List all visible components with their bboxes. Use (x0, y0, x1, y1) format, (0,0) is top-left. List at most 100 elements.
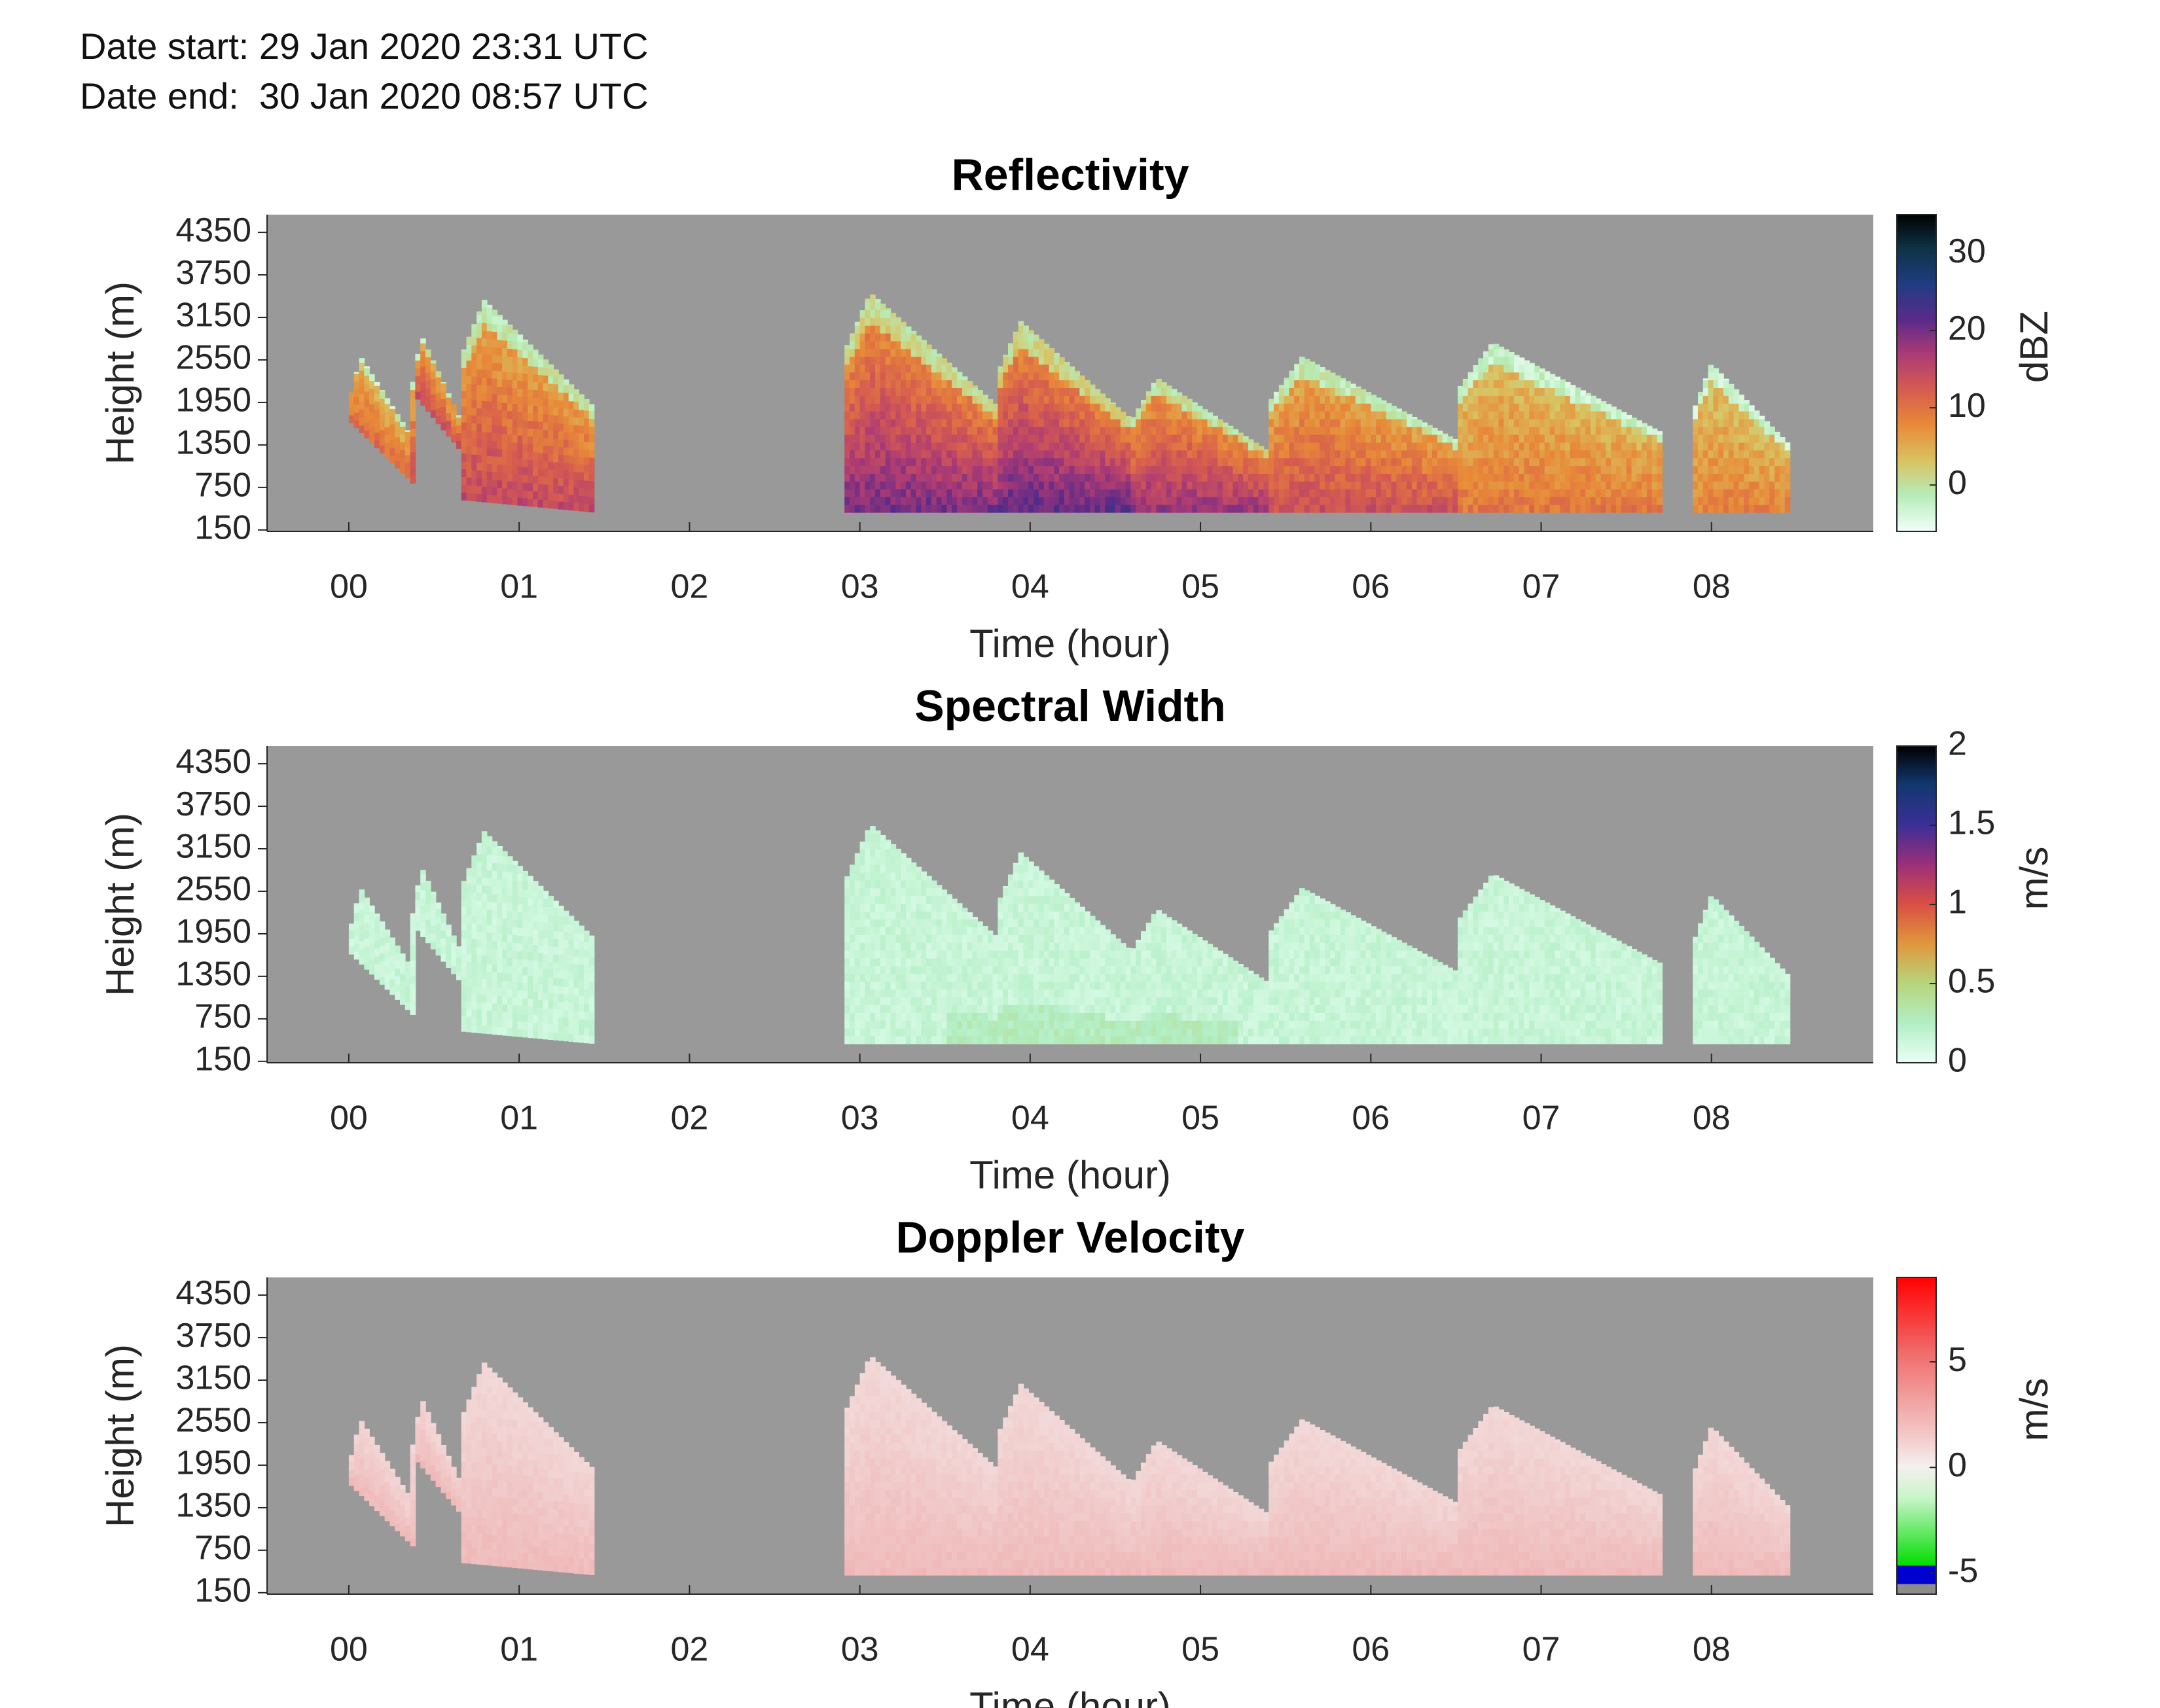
heatmap-cell (1539, 380, 1545, 388)
heatmap-cell (1626, 504, 1632, 513)
heatmap-cell (405, 993, 411, 1003)
heatmap-cell (1181, 465, 1188, 474)
heatmap-cell (1509, 457, 1515, 467)
heatmap-cell (497, 855, 503, 864)
heatmap-cell (456, 415, 462, 418)
heatmap-cell (1043, 356, 1050, 365)
heatmap-cell (466, 1023, 473, 1033)
heatmap-cell (543, 992, 549, 1001)
heatmap-cell (1089, 504, 1096, 513)
heatmap-cell (1718, 403, 1724, 412)
heatmap-cell (533, 983, 539, 992)
heatmap-cell (977, 465, 983, 474)
heatmap-cell (1575, 410, 1581, 419)
heatmap-cell (844, 934, 850, 943)
heatmap-cell (522, 881, 528, 890)
heatmap-cell (481, 978, 488, 987)
heatmap-cell (910, 1027, 917, 1037)
heatmap-cell (461, 399, 467, 407)
heatmap-cell (486, 315, 493, 324)
heatmap-cell (1524, 418, 1530, 427)
heatmap-cell (880, 973, 886, 982)
heatmap-cell (1340, 504, 1346, 513)
heatmap-cell (905, 356, 912, 365)
heatmap-cell (1212, 434, 1218, 443)
heatmap-cell (553, 446, 559, 455)
heatmap-cell (910, 489, 917, 497)
heatmap-cell (1269, 450, 1274, 459)
heatmap-cell (1304, 359, 1310, 365)
heatmap-cell (850, 1027, 855, 1037)
heatmap-cell (1513, 426, 1520, 435)
heatmap-cell (486, 979, 493, 987)
x-tick-label: 02 (670, 568, 708, 606)
heatmap-cell (1432, 489, 1438, 497)
heatmap-cell (946, 372, 952, 381)
heatmap-cell (1350, 395, 1356, 404)
heatmap-cell (1519, 410, 1525, 419)
heatmap-cell (870, 880, 876, 889)
heatmap-cell (1013, 348, 1019, 357)
heatmap-cell (854, 426, 861, 435)
heatmap-cell (972, 385, 978, 388)
heatmap-cell (1585, 442, 1591, 451)
heatmap-cell (441, 414, 446, 423)
heatmap-cell (921, 426, 927, 435)
heatmap-cell (982, 465, 988, 474)
heatmap-cell (548, 375, 554, 384)
heatmap-cell (563, 970, 569, 979)
heatmap-cell (512, 942, 518, 951)
heatmap-cell (1427, 457, 1433, 467)
heatmap-cell (389, 423, 395, 433)
colorbar-segment (1897, 304, 1936, 308)
heatmap-cell (1651, 481, 1658, 489)
heatmap-cell (369, 396, 375, 404)
heatmap-cell (477, 923, 482, 932)
heatmap-cell (522, 927, 528, 936)
heatmap-cell (400, 442, 406, 450)
heatmap-cell (502, 410, 508, 419)
heatmap-cell (870, 450, 876, 459)
heatmap-cell (1534, 457, 1540, 467)
heatmap-cell (1759, 416, 1765, 419)
heatmap-cell (1089, 410, 1096, 419)
heatmap-cell (512, 473, 518, 482)
heatmap-cell (890, 1012, 897, 1021)
heatmap-cell (1636, 420, 1642, 427)
heatmap-cell (573, 471, 579, 480)
heatmap-cell (1222, 473, 1229, 482)
heatmap-cell (1396, 418, 1402, 427)
heatmap-cell (1611, 465, 1617, 474)
heatmap-cell (389, 439, 395, 448)
heatmap-cell (1054, 364, 1060, 373)
heatmap-cell (579, 956, 585, 965)
heatmap-cell (1023, 434, 1029, 443)
heatmap-cell (507, 434, 513, 442)
heatmap-cell (1657, 504, 1663, 513)
heatmap-cell (1452, 504, 1458, 513)
heatmap-cell (865, 895, 871, 904)
heatmap-cell (865, 395, 871, 404)
heatmap-cell (522, 482, 528, 491)
heatmap-cell (1493, 403, 1500, 412)
heatmap-cell (568, 471, 575, 480)
heatmap-cell (384, 442, 391, 451)
heatmap-cell (1621, 496, 1627, 505)
heatmap-cell (1718, 457, 1724, 467)
heatmap-cell (992, 442, 999, 451)
heatmap-cell (921, 403, 927, 412)
heatmap-cell (384, 973, 391, 982)
heatmap-cell (477, 939, 482, 948)
heatmap-cell (1544, 434, 1551, 443)
heatmap-cell (553, 438, 559, 447)
heatmap-cell (998, 450, 1003, 459)
heatmap-cell (353, 404, 360, 413)
heatmap-cell (890, 387, 897, 396)
heatmap-cell (895, 380, 901, 388)
heatmap-cell (588, 1027, 595, 1036)
heatmap-cell (1355, 496, 1361, 505)
heatmap-cell (384, 958, 391, 967)
heatmap-cell (926, 473, 932, 482)
heatmap-cell (1085, 410, 1090, 419)
heatmap-cell (364, 406, 370, 415)
